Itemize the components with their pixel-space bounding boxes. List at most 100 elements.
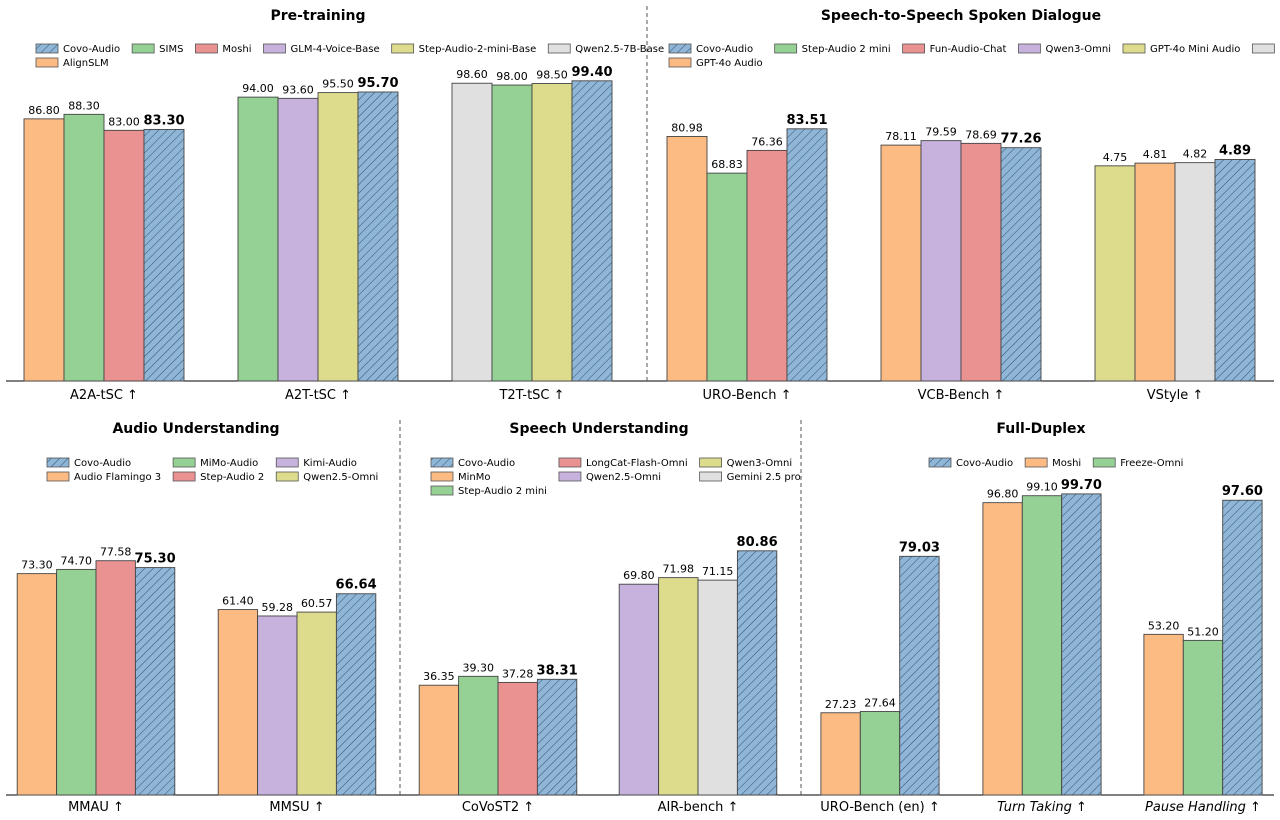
bar-qwen2-5-7b-base xyxy=(451,82,493,382)
legend-swatch xyxy=(131,43,155,54)
bar-covo-audio xyxy=(899,555,940,796)
data-label: 80.86 xyxy=(737,535,778,550)
panel-title: Pre-training xyxy=(270,8,365,24)
category-label: Pause Handling ↑ xyxy=(1145,800,1261,815)
data-label: 71.15 xyxy=(702,565,734,578)
data-label: 79.59 xyxy=(925,126,957,139)
bar-gpt-4o-mini-audio xyxy=(1094,165,1136,382)
data-label: 36.35 xyxy=(423,670,455,683)
bar-covo-audio xyxy=(1214,159,1256,382)
legend-swatch xyxy=(699,457,723,468)
data-label: 66.64 xyxy=(336,578,377,593)
bar-qwen3-omni xyxy=(658,577,699,796)
data-label: 78.69 xyxy=(965,128,997,141)
legend-swatch xyxy=(46,471,70,482)
category-label: MMAU ↑ xyxy=(68,800,124,815)
bar-gpt-4o-audio xyxy=(880,144,922,382)
data-label: 98.60 xyxy=(456,68,488,81)
bar-covo-audio xyxy=(1061,493,1102,796)
legend-label: Fun-Audio-Chat xyxy=(930,44,1007,55)
data-label: 88.30 xyxy=(68,99,100,112)
data-label: 95.70 xyxy=(357,76,398,91)
legend-label: Step-Audio 2 mini xyxy=(802,44,891,55)
data-label: 37.28 xyxy=(502,667,534,680)
panel-title: Speech-to-Speech Spoken Dialogue xyxy=(821,8,1101,24)
bar-covo-audio xyxy=(134,567,176,796)
data-label: 4.75 xyxy=(1103,151,1128,164)
bar-alignslm xyxy=(23,118,65,382)
bar-covo-audio xyxy=(143,128,185,382)
legend-swatch xyxy=(558,457,582,468)
category-label: MMSU ↑ xyxy=(269,800,324,815)
bar-sims xyxy=(237,96,279,382)
data-label: 71.98 xyxy=(663,563,695,576)
data-label: 93.60 xyxy=(282,83,314,96)
legend-label: Qwen2.5-Omni xyxy=(586,472,661,483)
bar-audio-flamingo-3 xyxy=(217,609,259,796)
legend-swatch xyxy=(668,57,692,68)
legend-label: Moshi xyxy=(1052,458,1081,469)
bar-glm-4-voice-base xyxy=(277,97,319,382)
data-label: 74.70 xyxy=(61,554,93,567)
bar-gpt-4o-audio xyxy=(1134,162,1176,382)
data-label: 76.36 xyxy=(751,135,783,148)
category-label: AIR-bench ↑ xyxy=(658,800,739,815)
bar-freeze-omni xyxy=(1021,495,1063,796)
bar-covo-audio xyxy=(357,91,399,382)
data-label: 95.50 xyxy=(322,78,354,91)
data-label: 86.80 xyxy=(28,104,60,117)
legend-label: Kimi-Audio xyxy=(303,458,357,469)
legend-label: AlignSLM xyxy=(63,58,109,69)
category-label: VStyle ↑ xyxy=(1147,388,1204,403)
legend-swatch xyxy=(430,457,454,468)
bar-minmo xyxy=(418,684,460,796)
legend-swatch xyxy=(668,43,692,54)
legend-label: Covo-Audio xyxy=(696,44,753,55)
legend-swatch xyxy=(902,43,926,54)
data-label: 4.82 xyxy=(1183,148,1208,161)
legend-swatch xyxy=(172,457,196,468)
data-label: 99.40 xyxy=(571,65,612,80)
legend-label: MinMo xyxy=(458,472,491,483)
bar-moshi xyxy=(1143,633,1184,796)
category-label: VCB-Bench ↑ xyxy=(918,388,1005,403)
bar-step-audio-2-mini xyxy=(706,172,748,382)
legend-label: Gemini 2.5 pro xyxy=(727,472,801,483)
legend-label: Freeze-Omni xyxy=(1120,458,1183,469)
bar-step-audio-2-mini-base xyxy=(531,83,573,382)
data-label: 38.31 xyxy=(537,663,578,678)
legend-swatch xyxy=(195,43,218,54)
bar-gpt-4o-audio xyxy=(666,135,708,382)
legend-label: GPT-4o Audio xyxy=(696,58,763,69)
legend-swatch xyxy=(35,43,59,54)
category-label: URO-Bench (en) ↑ xyxy=(820,800,939,815)
data-label: 53.20 xyxy=(1148,619,1180,632)
legend-swatch xyxy=(46,457,70,468)
legend-swatch xyxy=(391,43,415,54)
bar-freeze-omni xyxy=(859,711,901,796)
bar-gemini-2-5-pro xyxy=(697,579,738,796)
bar-freeze-omni xyxy=(1182,639,1224,796)
data-label: 61.40 xyxy=(222,595,254,608)
data-label: 4.89 xyxy=(1219,143,1251,158)
legend-label: Covo-Audio xyxy=(63,44,120,55)
legend-label: Step-Audio 2 xyxy=(200,472,264,483)
category-label: URO-Bench ↑ xyxy=(703,388,792,403)
bar-audio-flamingo-3 xyxy=(16,573,58,796)
data-label: 78.11 xyxy=(885,130,917,143)
panel-title: Speech Understanding xyxy=(509,421,688,437)
legend-swatch xyxy=(1122,43,1146,54)
legend-swatch xyxy=(1251,43,1275,54)
legend-swatch xyxy=(275,457,299,468)
data-label: 98.50 xyxy=(536,69,568,82)
legend-swatch xyxy=(547,43,571,54)
data-label: 83.30 xyxy=(143,113,184,128)
legend-swatch xyxy=(172,471,196,482)
data-label: 77.58 xyxy=(100,546,132,559)
data-label: 97.60 xyxy=(1222,484,1263,499)
bar-step-audio-2-mini xyxy=(458,675,499,796)
bar-fun-audio-chat xyxy=(960,142,1002,382)
category-label: T2T-tSC ↑ xyxy=(498,388,564,403)
panel-title: Audio Understanding xyxy=(112,421,279,437)
